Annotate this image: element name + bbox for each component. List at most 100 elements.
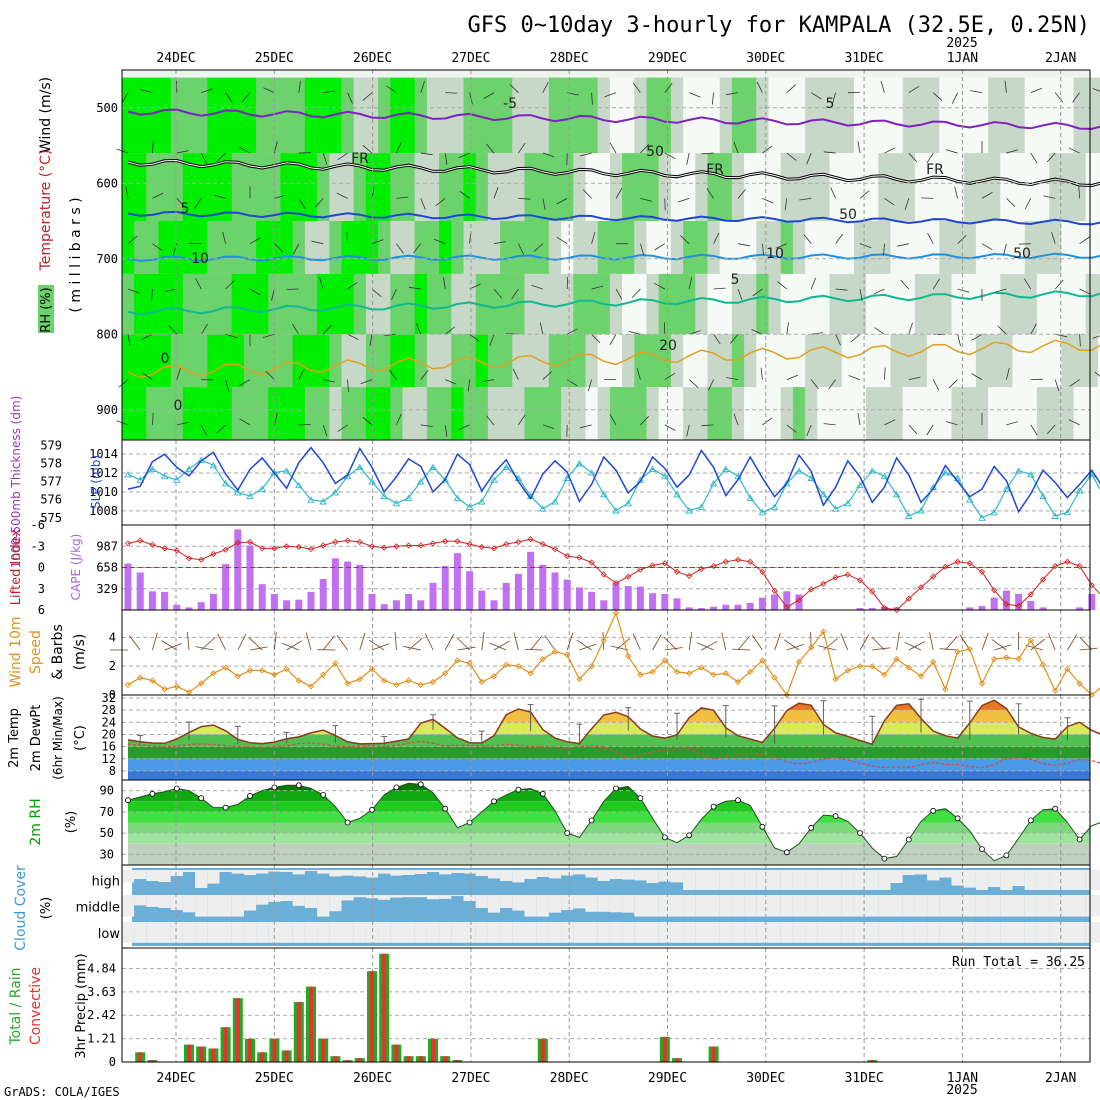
cloud-gap (573, 922, 586, 943)
rh-shading-cell (1061, 153, 1074, 222)
upper-wind-barb (957, 288, 970, 293)
rh-shading-cell (853, 153, 867, 222)
wind-barb (544, 635, 556, 651)
thickness-point (282, 467, 291, 474)
cloud-gap (1024, 870, 1037, 890)
cape-bar (600, 600, 608, 610)
cloud-gap (146, 922, 159, 943)
cloud-gap (744, 895, 757, 917)
upper-wind-barb (152, 243, 163, 251)
rh-point (271, 784, 278, 791)
lifted-index-tick: 3 (38, 582, 45, 596)
thickness-point (465, 503, 474, 510)
day-label-bottom: 25DEC (255, 1071, 294, 1086)
upper-wind-barb (926, 152, 934, 164)
cloud-gap (756, 870, 769, 890)
cloud-gap (1024, 922, 1037, 943)
contour-label: FR (926, 162, 944, 178)
rh-shading-cell (146, 273, 159, 335)
rh-shading-cell (719, 273, 733, 335)
rh-point (979, 846, 985, 852)
rh-shading-cell (890, 273, 904, 335)
wind-barb (164, 643, 182, 651)
rh-point (393, 784, 400, 791)
rh-shading-cell (878, 153, 891, 222)
rh-shading-cell (719, 221, 733, 274)
upper-wind-barb (1030, 87, 1043, 94)
lifted-index-point (1027, 591, 1034, 598)
cloud-gap (1036, 895, 1050, 917)
rh-shading-cell (658, 153, 672, 222)
rh-shading-cell (866, 334, 879, 388)
upper-wind-barb (636, 367, 641, 380)
rh-shading-cell (439, 334, 452, 388)
rh-shading-cell (341, 77, 355, 154)
run-total: Run Total = 36.25 (952, 955, 1085, 970)
rh-shading-cell (353, 77, 367, 154)
thickness-point (868, 467, 876, 474)
wind-speed-point (966, 645, 973, 653)
upper-wind-barb (322, 424, 328, 437)
precip-convective-bar (248, 1038, 252, 1062)
cloud-gap (914, 922, 928, 943)
upper-wind-barb (322, 325, 332, 335)
cloud-gap (280, 922, 293, 943)
wind-axis-label-b: Speed (28, 630, 44, 674)
wind-speed-point (747, 668, 754, 676)
rh-shading-cell (805, 153, 818, 222)
rh-shading-cell (792, 221, 806, 274)
cloud-gap (890, 895, 903, 917)
rh-shading-cell (585, 77, 599, 154)
cloud-gap (548, 895, 562, 913)
upper-wind-barb (458, 424, 470, 431)
rh-shading-cell (487, 77, 501, 154)
wind-speed-point (503, 661, 510, 668)
rh-shading-cell (1097, 273, 1100, 335)
contour-label: 50 (839, 207, 857, 223)
rh-shading-cell (609, 153, 623, 222)
rh-shading-cell (304, 153, 318, 222)
cloud-row-label: high (92, 875, 120, 890)
precip-convective-bar (296, 1002, 301, 1062)
cloud-gap (536, 870, 549, 877)
rh-shading-cell (414, 221, 428, 274)
cloud-gap (658, 870, 671, 882)
contour-label: 5 (826, 96, 835, 112)
rh-shading-cell (426, 77, 440, 154)
cloud-gap (1024, 895, 1037, 917)
cloud-gap (1000, 895, 1013, 917)
rh-shading-cell (744, 77, 757, 154)
rh-shading-cell (292, 77, 306, 154)
wind-speed-point (930, 658, 937, 666)
cloud-gap (365, 922, 379, 943)
contour-label: FR (351, 151, 369, 167)
rh-shading-cell (121, 334, 135, 388)
rh-shading-cell (573, 334, 586, 388)
cape-bar (783, 591, 791, 610)
rh-shading-cell (792, 334, 806, 388)
wind-barb (249, 646, 268, 651)
lifted-index-point (856, 577, 864, 584)
cloud-gap (317, 922, 330, 943)
wind-barb (456, 637, 470, 651)
upper-wind-barb (664, 424, 676, 431)
cloud-gap (695, 870, 708, 890)
upper-wind-barb (444, 326, 455, 335)
cloud-gap (927, 895, 940, 917)
wind-speed-point (1039, 661, 1047, 668)
rh-shading-cell (121, 77, 135, 154)
rh-shading-cell (988, 273, 1001, 335)
rh-shading-cell (829, 273, 843, 335)
rh-point (125, 797, 131, 804)
lifted-index-point (734, 556, 742, 563)
slp-tick: 1014 (89, 447, 118, 461)
rh-shading-cell (292, 273, 306, 335)
thickness-point (368, 478, 376, 485)
upper-wind-barb (298, 80, 301, 93)
rh-shading-cell (780, 273, 794, 335)
lifted-index-axis-label: Lifted Index (9, 528, 24, 605)
rh-shading-cell (853, 77, 867, 154)
cloud-gap (1012, 895, 1025, 917)
wind-barb (859, 634, 870, 651)
